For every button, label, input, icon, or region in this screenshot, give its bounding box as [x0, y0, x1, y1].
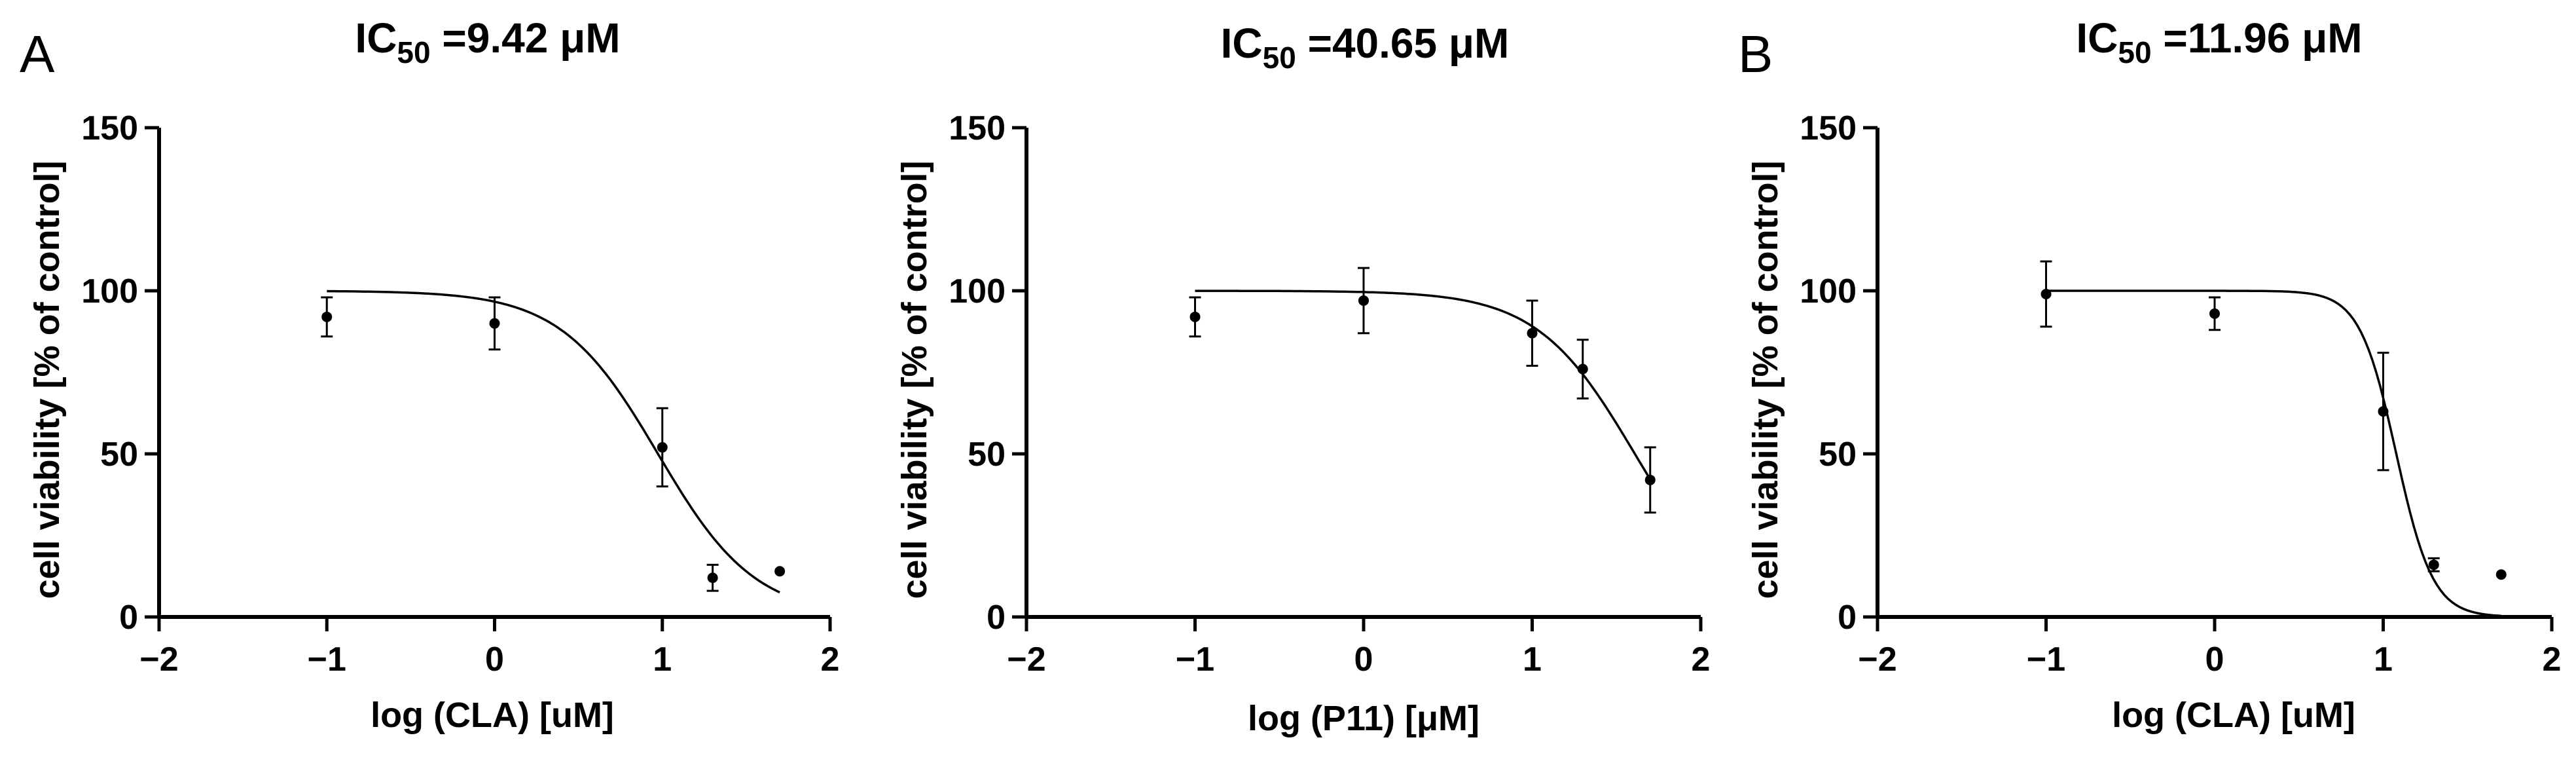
x-axis-label-b: log (CLA) [uM]: [2112, 696, 2355, 735]
x-tick-label: 2: [1692, 641, 1711, 679]
x-tick-label: −2: [139, 641, 178, 679]
title-prefix: IC: [2076, 14, 2118, 62]
fit-curve: [2046, 289, 2501, 618]
data-point: [2495, 569, 2507, 580]
x-tick-label: 0: [1354, 641, 1373, 679]
chart-title-b: IC50 =11.96 μM: [2076, 14, 2362, 69]
y-axis-label-p11: cell viability [% of control]: [895, 160, 934, 599]
chart-panel-b: B IC50 =11.96 μM cell viability [% of co…: [1738, 14, 2561, 735]
data-point: [2209, 308, 2220, 319]
data-point: [707, 572, 718, 584]
data-point: [1527, 327, 1538, 339]
x-tick-label: 1: [2374, 641, 2393, 679]
y-tick-label: 0: [119, 599, 138, 637]
x-tick-label: 2: [821, 641, 840, 679]
fit-curve: [1195, 289, 1652, 480]
x-axis-label-a: log (CLA) [uM]: [371, 696, 614, 735]
y-tick-label: 150: [949, 109, 1006, 147]
plot-area-a: 0 50 100 150 −2 −1 0 1 2: [81, 109, 839, 679]
x-tick-label: −1: [308, 641, 346, 679]
title-value: =40.65 μM: [1296, 20, 1510, 67]
x-tick-label: 2: [2543, 641, 2562, 679]
y-axis-label-a: cell viability [% of control]: [27, 160, 67, 599]
x-tick-label: 1: [653, 641, 672, 679]
data-point: [774, 566, 786, 577]
data-point: [2041, 288, 2052, 299]
data-point: [489, 318, 500, 329]
x-tick-label: −1: [1176, 641, 1214, 679]
title-value: =11.96 μM: [2152, 14, 2363, 62]
title-subscript: 50: [2118, 35, 2151, 69]
title-prefix: IC: [1221, 20, 1263, 67]
y-tick-label: 0: [987, 599, 1006, 637]
y-tick-label: 50: [968, 436, 1006, 474]
y-tick-label: 100: [81, 272, 138, 310]
chart-title-p11: IC50 =40.65 μM: [1221, 20, 1510, 75]
y-tick-label: 50: [1819, 436, 1857, 474]
data-point: [1189, 311, 1201, 322]
y-tick-label: 100: [949, 272, 1006, 310]
title-subscript: 50: [397, 35, 430, 69]
chart-title-a: IC50 =9.42 μM: [355, 14, 620, 69]
x-tick-label: −2: [1007, 641, 1045, 679]
data-point: [1358, 295, 1369, 306]
y-tick-label: 150: [81, 109, 138, 147]
y-tick-label: 50: [100, 436, 138, 474]
data-point: [2428, 559, 2439, 570]
plot-area-b: 0 50 100 150 −2 −1 0 1 2: [1800, 109, 2561, 679]
x-tick-label: −1: [2027, 641, 2065, 679]
title-prefix: IC: [355, 14, 397, 62]
y-axis-label-b: cell viability [% of control]: [1746, 160, 1785, 599]
x-tick-label: 1: [1523, 641, 1542, 679]
x-axis-label-p11: log (P11) [μM]: [1248, 699, 1479, 738]
y-tick-label: 150: [1800, 109, 1857, 147]
title-value: =9.42 μM: [431, 14, 621, 62]
y-tick-label: 100: [1800, 272, 1857, 310]
data-point: [2378, 406, 2389, 417]
data-point: [1577, 363, 1588, 375]
chart-panel-p11: IC50 =40.65 μM cell viability [% of cont…: [895, 20, 1710, 738]
data-point: [1644, 474, 1656, 485]
chart-panel-a: A IC50 =9.42 μM cell viability [% of con…: [20, 14, 839, 735]
x-tick-label: 0: [2205, 641, 2224, 679]
fit-curve: [327, 289, 780, 594]
title-subscript: 50: [1263, 41, 1296, 75]
panel-label-a: A: [20, 25, 55, 83]
y-tick-label: 0: [1838, 599, 1857, 637]
data-point: [321, 311, 333, 322]
x-tick-label: −2: [1858, 641, 1896, 679]
plot-area-p11: 0 50 100 150 −2 −1 0 1 2: [949, 109, 1710, 679]
x-tick-label: 0: [485, 641, 504, 679]
data-point: [657, 442, 668, 453]
panel-label-b: B: [1738, 25, 1773, 83]
